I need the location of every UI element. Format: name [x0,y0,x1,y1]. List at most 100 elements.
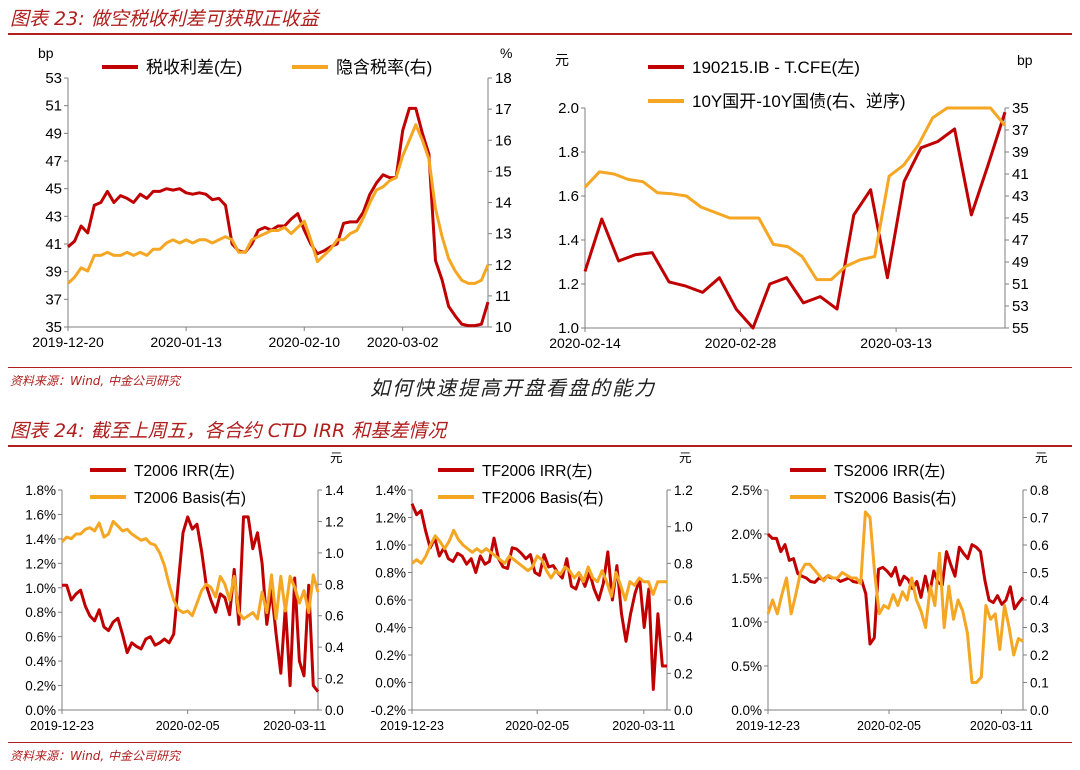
left-tick-label: 2.0% [731,527,762,542]
figure-24-title-rule [8,445,1072,447]
series-line-left [67,106,490,328]
right-tick-label: 43 [1012,188,1029,205]
right-tick-label: 49 [1012,254,1029,271]
right-tick-label: 14 [495,195,512,212]
left-tick-label: 1.2% [25,556,56,571]
overlay-caption: 如何快速提高开盘看盘的能力 [370,376,656,400]
chart-t2006: 1.8% 1.6% 1.4% 1.2% 1.0% 0.8% 0.6% 0.4% 0.2% 0.0%… [25,451,344,733]
figure-23-bottom-rule [8,367,1072,368]
left-tick-label: 0.2% [25,679,56,694]
series-line-right [411,528,667,602]
left-tick-label: 43 [45,208,62,225]
left-tick-label: 1.8 [558,144,579,161]
right-tick-label: 0.5 [1030,566,1049,581]
x-tick-label: 2020-02-14 [549,335,621,351]
x-tick-label: 2020-03-13 [860,335,932,351]
series-line-right [583,106,1007,282]
right-tick-label: 0.7 [1030,511,1049,526]
right-unit-label: % [500,45,512,61]
series-line-left [583,111,1007,330]
right-tick-label: 0.2 [1030,648,1049,663]
left-tick-label: 1.0% [25,581,56,596]
legend-label: TS2006 IRR(左) [834,462,945,480]
series-line-left [766,532,1025,646]
right-tick-label: 1.0 [674,520,693,535]
left-tick-label: 53 [45,70,62,87]
right-tick-label: 47 [1012,232,1029,249]
series-line-left [62,515,320,693]
left-tick-label: 47 [45,153,62,170]
right-tick-label: 35 [1012,100,1029,117]
left-tick-label: 0.6% [25,630,56,645]
legend-label: TF2006 IRR(左) [482,462,592,480]
right-tick-label: 0.6 [674,593,693,608]
left-tick-label: 0.8% [25,605,56,620]
left-tick-label: 41 [45,236,62,253]
left-tick-label: 0.0% [731,703,762,718]
right-unit-label: 元 [1035,451,1048,465]
right-tick-label: 1.0 [325,546,344,561]
legend-label: TF2006 Basis(右) [482,489,603,507]
left-tick-label: 37 [45,291,62,308]
left-tick-label: 1.2 [558,276,579,293]
left-tick-label: 0.0% [25,703,56,718]
right-tick-label: 1.2 [674,483,693,498]
left-tick-label: 2.5% [731,483,762,498]
right-tick-label: 53 [1012,298,1029,315]
left-tick-label: 1.2% [375,511,406,526]
legend-label: 税收利差(左) [146,58,242,77]
right-tick-label: 0.3 [1030,621,1049,636]
left-tick-label: 0.2% [375,648,406,663]
right-unit-label: 元 [330,451,343,465]
right-tick-label: 0.0 [325,703,344,718]
left-unit-label: bp [38,45,54,61]
chart-tf2006: 1.4% 1.2% 1.0% 0.8% 0.6% 0.4% 0.2% 0.0% -0.2% 1.2… [371,451,694,733]
right-tick-label: 0.2 [674,666,693,681]
series-line-right [60,519,320,621]
right-tick-label: 0.6 [1030,538,1049,553]
right-tick-label: 45 [1012,210,1029,227]
x-tick-label: 2020-03-11 [612,719,675,733]
left-unit-label: 元 [555,52,569,68]
right-tick-label: 0.0 [1030,703,1049,718]
left-tick-label: 39 [45,264,62,281]
figure-24-source: 资料来源：Wind, 中金公司研究 [10,749,181,763]
left-tick-label: 45 [45,181,62,198]
left-tick-label: 0.8% [375,566,406,581]
right-unit-label: bp [1017,52,1033,68]
left-tick-label: 0.0% [375,676,406,691]
x-tick-label: 2019-12-23 [30,719,94,733]
right-tick-label: 11 [495,288,511,305]
right-tick-label: 0.1 [1030,676,1049,691]
right-tick-label: 15 [495,163,512,180]
right-tick-label: 0.8 [325,577,344,592]
right-unit-label: 元 [679,451,692,465]
left-tick-label: 1.8% [25,483,56,498]
legend-label: TS2006 Basis(右) [834,489,956,507]
x-tick-label: 2020-02-05 [156,719,220,733]
right-tick-label: 18 [495,70,512,87]
x-tick-label: 2020-03-02 [367,334,439,350]
legend-label: T2006 Basis(右) [134,489,246,507]
left-tick-label: 35 [45,319,62,336]
left-tick-label: 49 [45,125,62,142]
figure-23-title: 图表 23: 做空税收利差可获取正收益 [10,8,319,30]
right-tick-label: 0.6 [325,609,344,624]
figure-23-title-rule [8,33,1072,35]
right-tick-label: 0.4 [325,640,344,655]
left-tick-label: 1.6% [25,507,56,522]
left-tick-label: 1.0 [558,320,579,337]
left-tick-label: 0.5% [731,659,762,674]
x-tick-label: 2020-02-05 [857,719,921,733]
x-tick-label: 2020-02-05 [505,719,569,733]
x-tick-label: 2019-12-23 [736,719,800,733]
right-tick-label: 12 [495,257,512,274]
right-tick-label: 0.8 [1030,483,1049,498]
right-tick-label: 37 [1012,122,1029,139]
legend-label: 190215.IB - T.CFE(左) [692,58,860,77]
series-line-left [410,503,667,691]
left-tick-label: 1.0% [731,615,762,630]
left-tick-label: 1.4% [25,532,56,547]
figure-24-bottom-rule [8,742,1072,743]
x-tick-label: 2020-02-28 [705,335,777,351]
